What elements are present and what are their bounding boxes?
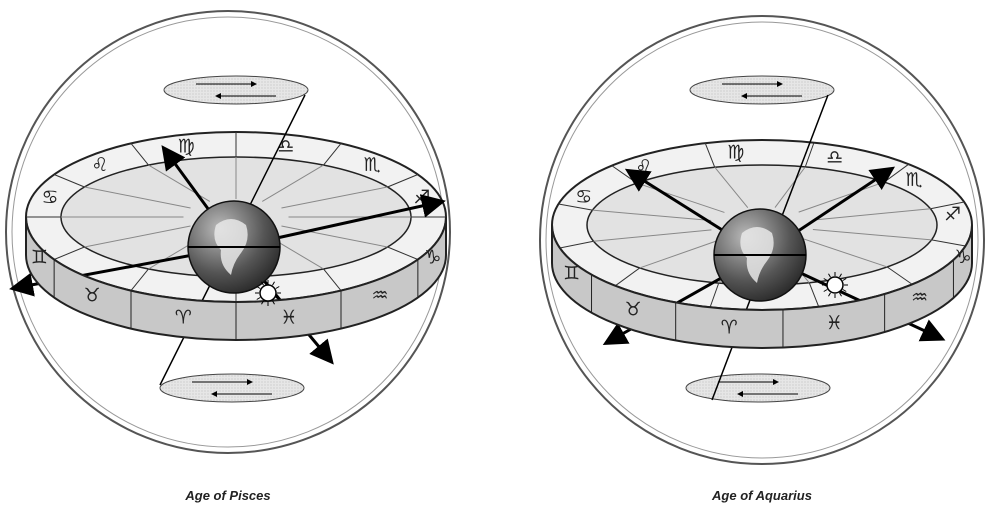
zodiac-sign: ♉ [625,298,642,320]
sun-ray [256,286,261,289]
orbit-ellipse [163,75,309,105]
zodiac-sign: ♉ [83,285,100,307]
sphere-inner [545,21,979,459]
zodiac-sign: ♋ [42,187,59,209]
zodiac-sign: ♐ [944,204,961,226]
zodiac-sign: ♊ [31,246,48,268]
zodiac-sign: ♒ [372,285,389,307]
ring-divider [614,267,641,287]
zodiac-sign: ♏ [364,154,381,176]
zodiac-sign: ♈ [721,316,738,338]
spoke [84,186,191,209]
zodiac-sign: ♍ [727,142,744,164]
spoke [281,186,388,209]
spoke [593,229,712,242]
sun-ray [842,289,847,292]
ring-divider [709,282,720,308]
spoke [812,208,931,221]
sun-ray [272,281,275,286]
zodiac-sign: ♈ [175,307,192,329]
zodiac-sign: ♓ [280,307,297,329]
ring-divider [808,282,820,308]
caption: Age of Pisces [184,488,270,503]
zodiac-sign: ♋ [575,186,592,208]
ring-divider [931,239,966,247]
sun-ray [842,278,847,281]
sun-ray [261,300,264,305]
zodiac-sign: ♏ [906,169,923,191]
zodiac-sign: ♌ [91,154,108,176]
spoke [774,166,806,208]
ring-divider [804,142,815,168]
ring-divider [558,203,593,211]
ring-divider [886,266,913,285]
spoke [84,225,191,248]
ring-divider [323,268,342,291]
sun-ray [828,273,831,278]
orbit-ellipse [159,373,305,403]
sun-ray [275,286,280,289]
sun-ray [823,278,828,281]
sun-ray [275,297,280,300]
ring-divider [387,246,419,260]
sun [826,276,844,294]
sun-ray [261,281,264,286]
sphere-group: ♋♌♍ ♎♏♐♊♉♈ ♓♒♑ [5,10,451,454]
ring-band [551,224,973,349]
spoke [592,209,712,222]
sun-ray [272,300,275,305]
spoke [799,237,888,268]
zodiac-sign: ♍ [178,135,195,157]
spoke [714,166,749,208]
sphere-group: ♋ ♌ ♍ ♎ ♏ ♐ ♊ ♉ ♈ ♓ ♒ ♑ [539,15,985,465]
spoke [261,164,324,202]
orbit-ellipse [689,75,835,105]
zodiac-sign: ♒ [911,286,928,308]
sun-ray [839,273,842,278]
spoke [281,225,388,248]
zodiac-sign: ♑ [955,246,972,268]
ring-divider [130,143,149,166]
ring-divider [930,201,965,210]
sun-ray [256,297,261,300]
ring-divider [559,240,594,249]
ring-divider [323,143,342,166]
zodiac-sign: ♎ [826,146,843,168]
orbit-ellipse [685,373,831,403]
zodiac-sign: ♊ [563,263,580,285]
sun [259,284,277,302]
ring-divider [53,174,85,188]
zodiac-sign: ♓ [826,312,843,334]
zodiac-sign: ♑ [424,246,441,268]
sun-ray [823,289,828,292]
ring-divider [704,142,716,168]
spoke [639,237,726,269]
zodiac-sign: ♌ [635,156,652,178]
caption: Age of Aquarius [711,488,812,503]
sun-ray [839,292,842,297]
sun-ray [828,292,831,297]
ring-divider [130,268,149,291]
ring-divider [387,174,419,188]
ring-divider [53,246,85,260]
spoke [812,228,932,241]
